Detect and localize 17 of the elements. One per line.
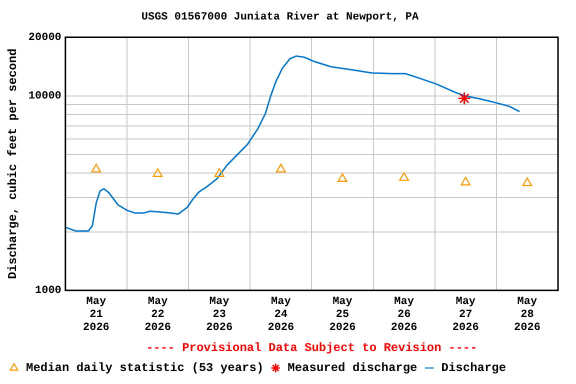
x-tick-label: May 26 2026 (390, 296, 418, 334)
x-tick-label: May 24 2026 (268, 296, 294, 334)
y-tick-label: 10000 (28, 90, 62, 103)
y-tick-label: 1000 (35, 285, 62, 298)
chart-title: USGS 01567000 Juniata River at Newport, PA (141, 11, 420, 24)
x-tick-label: May 21 2026 (82, 296, 110, 334)
legend-label: Discharge (441, 361, 506, 376)
x-tick-label: May 22 2026 (144, 296, 171, 334)
x-tick-label: May 23 2026 (206, 296, 233, 334)
x-tick-label: May 25 2026 (329, 296, 356, 334)
text: ---- Provisional Data Subject to Revision ---- (146, 341, 478, 356)
legend-label: Measured discharge (288, 361, 418, 376)
x-tick-label: May 28 2026 (514, 296, 540, 334)
legend-label: Median daily statistic (53 years) (26, 361, 264, 376)
x-tick-label: May 27 2026 (452, 296, 479, 334)
y-axis-title: Discharge, cubic feet per second (6, 48, 20, 280)
y-tick-label: 20000 (28, 32, 62, 44)
